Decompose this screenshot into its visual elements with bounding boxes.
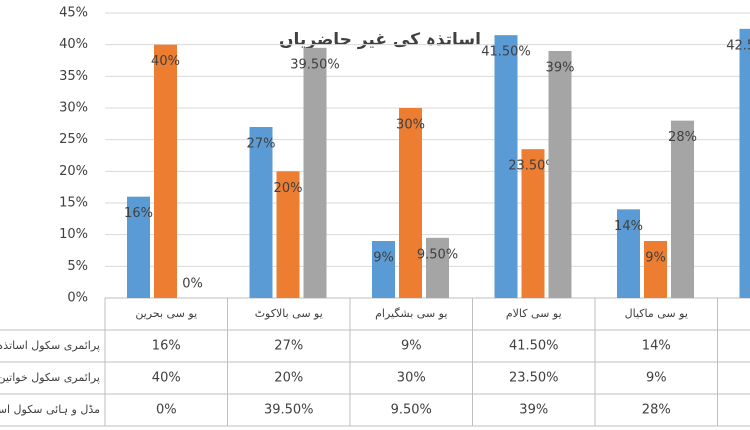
data-label: 42.50% bbox=[726, 38, 750, 53]
bar bbox=[276, 171, 300, 298]
table-cell: 27% bbox=[274, 339, 303, 354]
table-cell: 0% bbox=[156, 403, 177, 418]
data-label: 0% bbox=[182, 277, 203, 292]
bar bbox=[426, 237, 449, 298]
data-label: 23.50% bbox=[508, 159, 558, 174]
y-tick-label: 15% bbox=[59, 196, 88, 211]
bar bbox=[303, 47, 327, 299]
y-tick-label: 45% bbox=[59, 6, 88, 21]
y-tick-label: 25% bbox=[59, 132, 88, 147]
data-label: 9% bbox=[373, 251, 394, 266]
data-label: 28% bbox=[668, 130, 697, 145]
table-cell: 16% bbox=[152, 339, 181, 354]
bar bbox=[127, 196, 150, 298]
bar bbox=[617, 209, 640, 298]
x-tick-label: یو سی بشگیرام bbox=[375, 307, 447, 320]
y-tick-label: 0% bbox=[67, 291, 88, 306]
data-label: 9% bbox=[645, 251, 666, 266]
data-label: 9.50% bbox=[417, 247, 458, 262]
bar bbox=[521, 149, 545, 298]
table-cell: 9% bbox=[401, 339, 422, 354]
table-cell: 9% bbox=[646, 371, 667, 386]
bar bbox=[644, 241, 667, 298]
table-cell: 20% bbox=[274, 371, 303, 386]
y-tick-label: 20% bbox=[59, 164, 88, 179]
data-label: 40% bbox=[151, 54, 180, 69]
x-tick-label: یو سی بحرین bbox=[135, 307, 197, 320]
legend-label: مڈل و ہائی سکول اساتذہ bbox=[0, 403, 100, 416]
bar bbox=[548, 51, 572, 298]
bar bbox=[154, 44, 177, 298]
data-label: 16% bbox=[124, 206, 153, 221]
table-cell: 40% bbox=[152, 371, 181, 386]
table-cell: 23.50% bbox=[509, 371, 559, 386]
bar bbox=[249, 127, 273, 298]
legend-label: پرائمری سکول اساتذہ bbox=[0, 339, 100, 352]
y-tick-label: 10% bbox=[59, 227, 88, 242]
data-label: 20% bbox=[274, 181, 303, 196]
table-cell: 9.50% bbox=[391, 403, 432, 418]
y-tick-label: 40% bbox=[59, 37, 88, 52]
table-cell: 30% bbox=[397, 371, 426, 386]
data-label: 14% bbox=[614, 219, 643, 234]
chart-title: اساتذہ کی غیر حاضریاں bbox=[279, 30, 481, 50]
data-label: 27% bbox=[247, 137, 276, 152]
data-label: 39% bbox=[546, 61, 575, 76]
bar bbox=[372, 241, 395, 298]
data-label: 39.50% bbox=[290, 57, 340, 72]
table-cell: 39.50% bbox=[264, 403, 314, 418]
table-cell: 41.50% bbox=[509, 339, 559, 354]
table-cell: 14% bbox=[642, 339, 671, 354]
bar bbox=[671, 120, 694, 299]
legend-label: پرائمری سکول خواتین اساتذہ bbox=[0, 371, 100, 384]
table-cell: 28% bbox=[642, 403, 671, 418]
table-cell: 39% bbox=[519, 403, 548, 418]
x-tick-label: یو سی ماکیال bbox=[625, 307, 688, 320]
data-label: 30% bbox=[396, 118, 425, 133]
bar bbox=[494, 35, 518, 299]
x-tick-label: یو سی کالام bbox=[506, 307, 562, 320]
x-tick-label: یو سی بالاکوٹ bbox=[255, 307, 323, 320]
data-label: 41.50% bbox=[481, 45, 531, 60]
y-tick-label: 5% bbox=[67, 259, 88, 274]
bar bbox=[739, 28, 750, 298]
y-tick-label: 30% bbox=[59, 101, 88, 116]
y-tick-label: 35% bbox=[59, 69, 88, 84]
bar bbox=[399, 108, 422, 298]
